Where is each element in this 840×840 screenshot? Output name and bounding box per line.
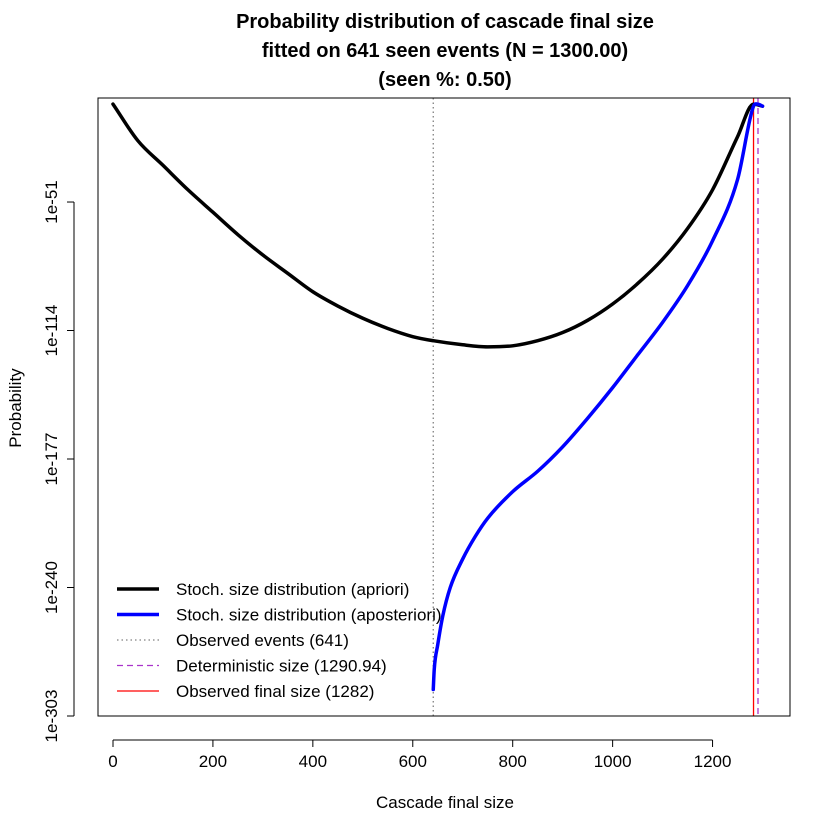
legend-label-0: Stoch. size distribution (apriori) — [176, 580, 409, 599]
legend-label-1: Stoch. size distribution (aposteriori) — [176, 606, 442, 625]
y-tick-label-0: 1e-51 — [42, 180, 61, 223]
axes-layer: 0 200 400 600 800 1000 1200 1e-51 1e-114 1e-177 1e… — [42, 180, 731, 771]
y-tick-label-4: 1e-303 — [42, 690, 61, 743]
x-axis-title: Cascade final size — [376, 793, 514, 812]
x-tick-label-0: 0 — [108, 752, 117, 771]
chart-title-line-1: Probability distribution of cascade fina… — [236, 11, 654, 33]
x-tick-label-6: 1200 — [694, 752, 732, 771]
x-tick-label-3: 600 — [399, 752, 427, 771]
legend-label-2: Observed events (641) — [176, 631, 349, 650]
y-tick-label-2: 1e-177 — [42, 433, 61, 486]
legend: Stoch. size distribution (apriori) Stoch.… — [117, 580, 442, 701]
chart-title-line-2: fitted on 641 seen events (N = 1300.00) — [262, 40, 628, 62]
curve-series-0 — [111, 102, 765, 349]
x-tick-label-4: 800 — [499, 752, 527, 771]
reference-lines-layer — [432, 98, 759, 716]
legend-label-4: Observed final size (1282) — [176, 682, 374, 701]
x-tick-label-1: 200 — [199, 752, 227, 771]
curve-series-1 — [431, 102, 765, 692]
x-tick-label-2: 400 — [299, 752, 327, 771]
x-tick-label-5: 1000 — [594, 752, 632, 771]
chart-title-line-3: (seen %: 0.50) — [378, 69, 511, 91]
curves-layer — [111, 102, 765, 692]
y-axis-title: Probability — [6, 368, 25, 448]
legend-label-3: Deterministic size (1290.94) — [176, 657, 387, 676]
plot-frame — [97, 97, 791, 717]
y-tick-label-1: 1e-114 — [42, 305, 61, 357]
y-tick-label-3: 1e-240 — [42, 561, 61, 614]
